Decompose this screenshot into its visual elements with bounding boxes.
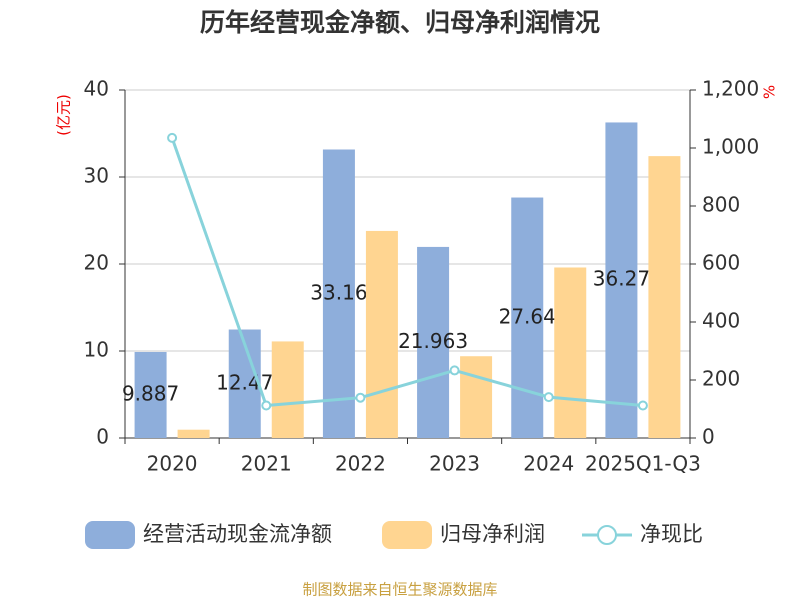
y-tick-label: 40 xyxy=(84,77,109,101)
data-label: 21.963 xyxy=(398,329,468,353)
data-label: 12.47 xyxy=(216,370,273,394)
y2-tick-label: 1,000 xyxy=(702,135,759,159)
legend-label: 归母净利润 xyxy=(440,522,545,546)
x-tick-label: 2022 xyxy=(335,452,386,476)
y2-tick-label: 600 xyxy=(702,251,740,275)
y-tick-label: 10 xyxy=(84,338,109,362)
bar xyxy=(322,149,355,438)
bar xyxy=(417,246,450,438)
bar xyxy=(648,156,681,438)
line xyxy=(170,137,644,408)
bar xyxy=(134,351,167,438)
bar xyxy=(177,429,210,438)
bar xyxy=(511,197,544,438)
y2-tick-label: 0 xyxy=(702,425,715,449)
line-point xyxy=(167,132,178,143)
data-label: 27.64 xyxy=(499,304,556,328)
y-axis-label: (亿元) xyxy=(55,94,73,136)
line-point xyxy=(355,392,366,403)
y2-tick-label: 800 xyxy=(702,193,740,217)
source-note: 制图数据来自恒生聚源数据库 xyxy=(302,581,497,599)
line-point xyxy=(449,365,460,376)
legend-marker xyxy=(85,521,135,549)
legend-marker xyxy=(597,525,617,545)
line-point xyxy=(543,392,554,403)
data-label: 36.27 xyxy=(593,267,650,291)
x-tick-label: 2021 xyxy=(241,452,292,476)
y2-axis-label: % xyxy=(761,85,779,99)
x-tick-label: 2025Q1-Q3 xyxy=(585,452,701,476)
y2-tick-label: 200 xyxy=(702,367,740,391)
bar xyxy=(554,267,587,438)
x-tick-label: 2024 xyxy=(523,452,574,476)
x-tick-label: 2020 xyxy=(147,452,198,476)
y-tick-label: 0 xyxy=(96,425,109,449)
line-point xyxy=(261,400,272,411)
chart-title: 历年经营现金净额、归母净利润情况 xyxy=(200,8,600,37)
bar xyxy=(605,122,638,439)
line-point xyxy=(637,400,648,411)
bar xyxy=(460,356,493,438)
y-tick-label: 20 xyxy=(84,251,109,275)
y-tick-label: 30 xyxy=(84,164,109,188)
bar xyxy=(271,341,304,438)
data-label: 33.16 xyxy=(310,280,367,304)
data-label: 9.887 xyxy=(122,381,179,405)
y2-tick-label: 400 xyxy=(702,309,740,333)
y2-tick-label: 1,200 xyxy=(702,77,759,101)
bar xyxy=(365,230,398,438)
legend-marker xyxy=(382,521,432,549)
x-tick-label: 2023 xyxy=(429,452,480,476)
legend-label: 净现比 xyxy=(640,522,703,546)
legend-label: 经营活动现金流净额 xyxy=(143,522,332,546)
